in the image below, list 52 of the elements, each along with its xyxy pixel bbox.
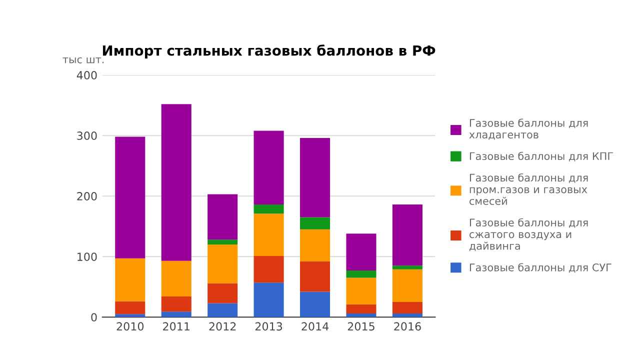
x-tick-label: 2014	[302, 322, 329, 331]
bar	[115, 136, 146, 258]
bar	[392, 269, 422, 302]
legend-label: Газовые баллоны для СУГ	[470, 263, 612, 273]
bar	[254, 214, 284, 256]
legend-label: Газовые баллоны для КПГ	[470, 152, 613, 162]
bar	[346, 234, 376, 271]
x-tick-label: 2013	[255, 322, 282, 331]
bar	[346, 304, 376, 314]
y-tick-label: 300	[77, 132, 97, 140]
x-tick-label: 2011	[163, 322, 190, 331]
bar	[115, 258, 146, 302]
bar	[346, 270, 376, 278]
bar	[208, 283, 238, 304]
bar	[208, 240, 238, 244]
bar	[392, 204, 422, 266]
bar	[300, 229, 330, 262]
bar	[208, 303, 238, 318]
bar	[300, 138, 330, 218]
x-tick-label: 2016	[394, 322, 421, 331]
bar	[161, 260, 192, 297]
x-tick-label: 2015	[348, 322, 374, 331]
y-tick-label: 400	[76, 70, 97, 80]
bar	[300, 217, 330, 230]
legend-label: Газовые баллоны для хладагентов	[469, 118, 588, 140]
chart-title: Импорт стальных газовых баллонов в РФ	[102, 44, 436, 58]
bar	[392, 314, 422, 318]
bar	[161, 296, 192, 312]
bar	[254, 204, 284, 214]
x-tick-label: 2012	[209, 322, 236, 331]
bar	[392, 266, 422, 270]
y-tick-label: 200	[77, 192, 97, 200]
legend-label: Газовые баллоны для сжатого воздуха и дайвинга	[469, 218, 588, 252]
y-axis-title: тыс шт.	[62, 57, 104, 64]
bar	[115, 314, 146, 318]
legend-label: Газовые баллоны для пром.газов и газовых смесей	[470, 173, 588, 205]
bar	[392, 302, 422, 314]
bar	[254, 282, 284, 318]
bar	[208, 244, 238, 284]
bar	[161, 104, 192, 261]
y-tick-label: 100	[78, 252, 97, 261]
bar	[300, 292, 330, 318]
bar	[254, 256, 284, 283]
bar	[346, 278, 376, 304]
bar	[115, 301, 146, 314]
x-tick-label: 2010	[116, 322, 144, 331]
bar	[208, 194, 238, 240]
bar	[346, 314, 376, 318]
y-tick-label: 0	[91, 313, 97, 322]
bar	[161, 312, 192, 318]
bar	[300, 261, 330, 292]
bar	[254, 130, 284, 205]
